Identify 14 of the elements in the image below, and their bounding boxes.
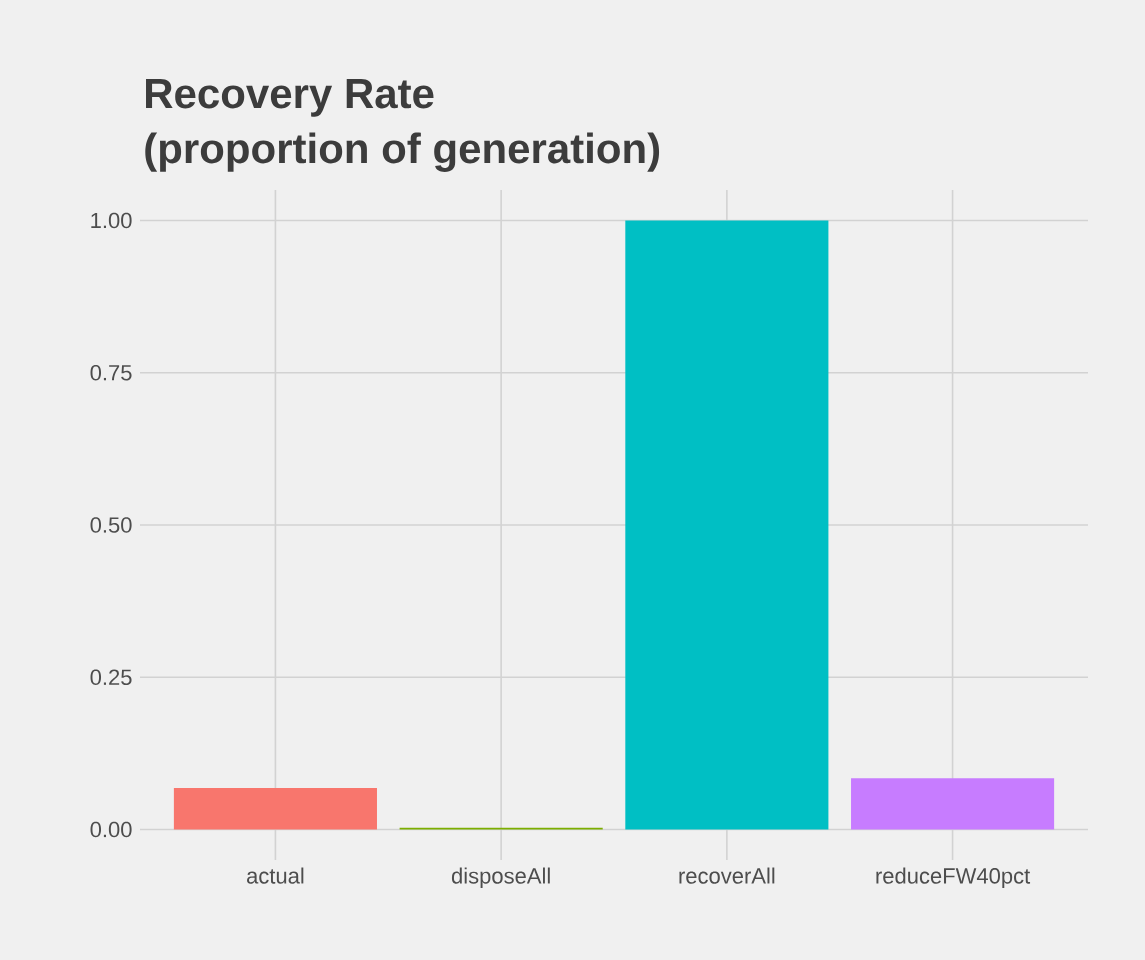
chart-title: Recovery Rate bbox=[146, 79, 434, 117]
bar bbox=[851, 778, 1055, 830]
y-tick-label: 1.00 bbox=[91, 212, 132, 229]
y-tick-label: 0.00 bbox=[90, 821, 132, 838]
bar bbox=[625, 220, 829, 830]
y-tick-label: 0.50 bbox=[90, 517, 132, 533]
bar bbox=[173, 788, 377, 830]
y-tick-label: 0.25 bbox=[90, 669, 132, 686]
x-tick-label: disposeAll bbox=[451, 867, 550, 889]
y-tick-label: 0.75 bbox=[90, 364, 132, 381]
x-tick-label: reduceFW40pct bbox=[876, 867, 1031, 889]
x-tick-label: actual bbox=[247, 867, 304, 884]
x-tick-label: recoverAll bbox=[679, 867, 775, 884]
chart-subtitle: (proportion of generation) bbox=[145, 132, 660, 172]
